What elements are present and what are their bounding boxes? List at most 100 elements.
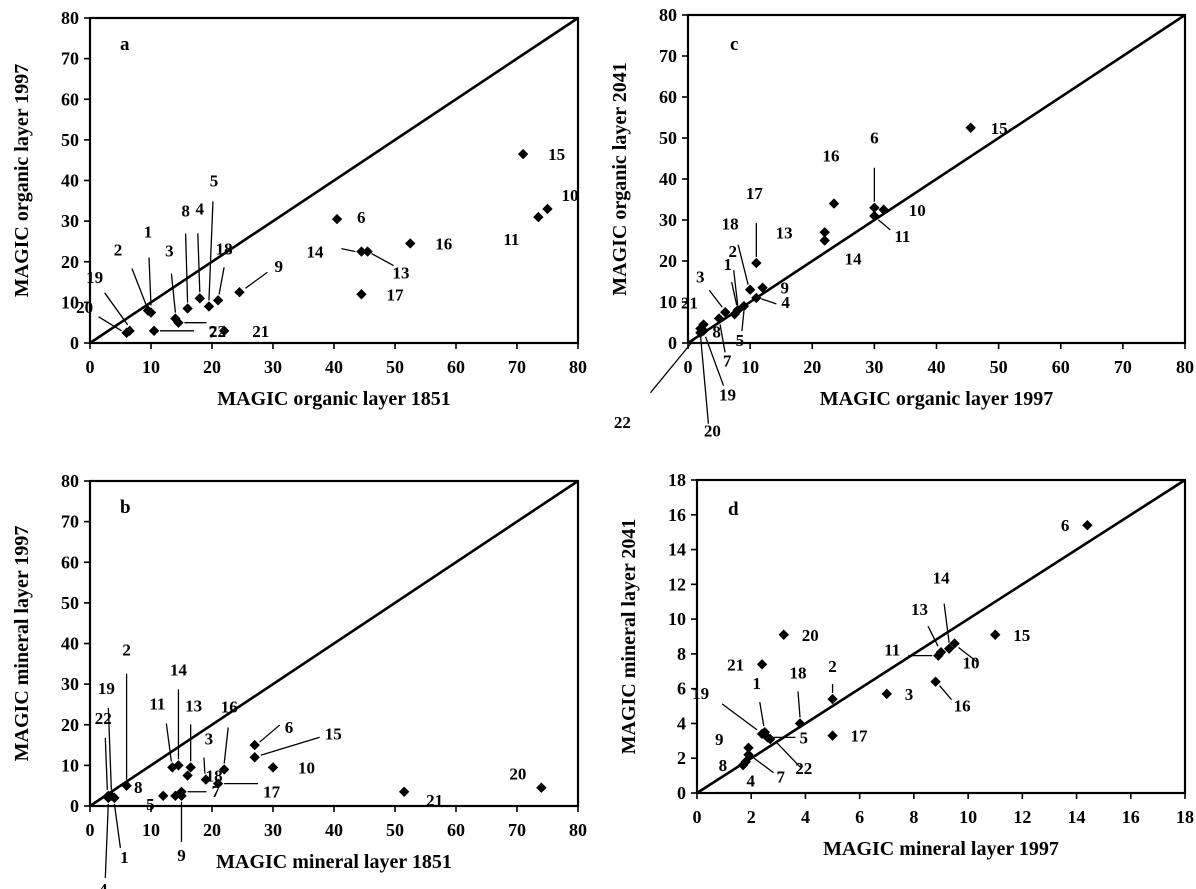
data-point-15: [517, 148, 529, 160]
panel-letter: a: [120, 34, 130, 55]
x-tick-label: 80: [569, 820, 587, 840]
point-label-21: 21: [681, 294, 698, 313]
point-label-9: 9: [177, 846, 186, 865]
point-label-14: 14: [845, 250, 863, 269]
panel-b: 0 10 20 30 40 50 60 70 80 0 10 20 30 40 50 60 70 80 MAGIC …: [11, 471, 587, 889]
data-point-19: [756, 728, 768, 740]
point-label-15: 15: [1013, 626, 1030, 645]
point-label-18: 18: [216, 239, 233, 258]
y-tick-label: 10: [668, 609, 686, 629]
data-point-17: [212, 778, 224, 789]
data-point-9: [743, 742, 754, 753]
data-point-9: [757, 282, 768, 293]
label-leader-line: [731, 282, 738, 306]
label-leader-line: [104, 292, 129, 326]
point-label-10: 10: [298, 758, 315, 777]
x-tick-label: 10: [142, 820, 160, 840]
y-tick-label: 50: [61, 593, 79, 613]
x-tick-label: 80: [569, 357, 587, 377]
x-tick-label: 30: [865, 357, 883, 377]
panel-letter: c: [730, 34, 738, 55]
point-label-18: 18: [790, 663, 807, 682]
data-point-7: [743, 749, 754, 760]
y-tick-label: 30: [61, 211, 79, 231]
data-point-2: [121, 780, 132, 791]
panel-letter: b: [120, 497, 131, 518]
x-tick-label: 0: [86, 357, 95, 377]
point-label-10: 10: [963, 653, 980, 672]
label-leader-line: [245, 271, 268, 289]
y-axis-label: MAGIC organic layer 1997: [11, 64, 33, 298]
point-label-4: 4: [781, 293, 790, 312]
data-point-4: [751, 292, 762, 304]
label-leader-line: [741, 311, 745, 332]
y-tick-label: 0: [677, 783, 686, 803]
point-label-7: 7: [208, 323, 217, 342]
data-point-10: [542, 203, 553, 215]
x-tick-label: 30: [264, 357, 282, 377]
data-point-11: [869, 210, 880, 222]
label-leader-line: [877, 219, 891, 231]
data-point-18: [794, 718, 806, 729]
point-label-17: 17: [263, 783, 281, 802]
x-tick-label: 50: [386, 820, 404, 840]
point-label-22: 22: [209, 322, 226, 341]
x-tick-label: 14: [1068, 807, 1086, 827]
data-point-14: [173, 760, 184, 771]
point-label-16: 16: [954, 697, 971, 716]
point-label-3: 3: [165, 242, 174, 261]
data-point-16: [405, 238, 416, 249]
label-leader-line: [721, 703, 758, 731]
data-point-3: [720, 307, 731, 318]
label-leader-line: [759, 702, 765, 727]
data-point-21: [756, 659, 768, 670]
data-point-13: [362, 246, 373, 257]
y-tick-label: 12: [668, 574, 686, 594]
point-label-18: 18: [722, 215, 739, 234]
point-label-14: 14: [933, 569, 951, 588]
x-tick-label: 2: [747, 807, 756, 827]
panel-c: 0 10 20 30 40 50 60 70 80 0 10 20 30 40 50 60 70 80 MAGIC …: [609, 5, 1194, 441]
point-label-8: 8: [712, 322, 721, 341]
x-axis-label: MAGIC organic layer 1851: [217, 388, 451, 410]
y-tick-label: 40: [61, 171, 79, 191]
data-point-16: [828, 198, 840, 209]
point-label-20: 20: [509, 765, 526, 784]
x-tick-label: 40: [325, 820, 343, 840]
label-leader-line: [170, 273, 177, 313]
data-point-21: [219, 325, 230, 337]
point-label-7: 7: [723, 351, 732, 370]
one-to-one-line: [687, 13, 1186, 345]
point-label-1: 1: [723, 255, 732, 274]
y-tick-label: 0: [70, 333, 79, 353]
label-leader-line: [704, 336, 725, 386]
point-label-22: 22: [795, 759, 812, 778]
y-tick-label: 70: [61, 49, 79, 69]
one-to-one-line: [89, 16, 579, 345]
point-label-21: 21: [426, 791, 443, 810]
y-tick-label: 60: [61, 552, 79, 572]
point-label-9: 9: [274, 257, 283, 276]
point-label-7: 7: [777, 768, 786, 787]
point-label-16: 16: [435, 234, 452, 253]
point-label-19: 19: [98, 679, 115, 698]
label-leader-line: [733, 270, 739, 306]
y-tick-label: 6: [677, 679, 686, 699]
y-tick-label: 40: [61, 634, 79, 654]
point-label-17: 17: [386, 285, 404, 304]
data-point-14: [356, 246, 367, 257]
y-tick-label: 0: [70, 796, 79, 816]
point-label-16: 16: [822, 147, 839, 166]
x-tick-label: 30: [264, 820, 282, 840]
data-point-6: [249, 739, 260, 751]
data-point-22: [695, 327, 706, 338]
point-label-15: 15: [548, 145, 565, 164]
data-point-7: [173, 317, 184, 328]
point-label-22: 22: [95, 709, 112, 728]
point-label-6: 6: [870, 129, 879, 148]
data-point-10: [267, 762, 279, 773]
data-point-17: [356, 289, 367, 300]
point-label-16: 16: [221, 697, 238, 716]
x-tick-label: 10: [959, 807, 977, 827]
